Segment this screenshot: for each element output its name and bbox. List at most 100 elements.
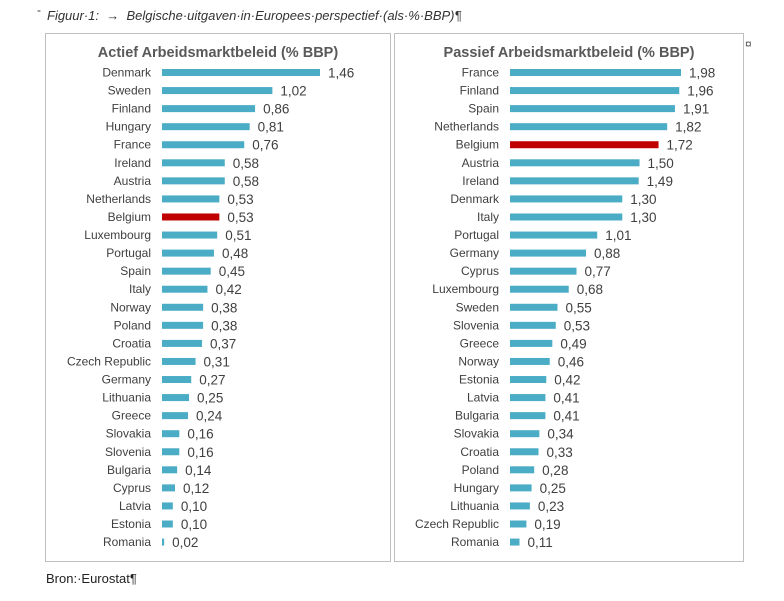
passief-bar-croatia [510, 448, 539, 456]
passief-bar-italy [510, 213, 623, 221]
passief-bar-spain [510, 105, 675, 113]
actief-category-label: Belgium [108, 210, 151, 224]
actief-bar-sweden [162, 87, 273, 95]
passief-bar-estonia [510, 376, 547, 384]
actief-category-label: Croatia [112, 336, 151, 350]
actief-bar-denmark [162, 69, 320, 76]
source-note: Bron:·Eurostat¶ [46, 571, 137, 586]
actief-bar-austria [162, 177, 225, 185]
passief-category-label: Italy [477, 210, 499, 224]
passief-bar-portugal [510, 231, 598, 239]
actief-bar-hungary [162, 123, 250, 131]
passief-value-label: 1,30 [630, 192, 656, 207]
passief-category-label: Romania [451, 535, 499, 549]
actief-value-label: 0,48 [222, 246, 248, 261]
actief-bar-france [162, 141, 245, 149]
actief-value-label: 0,31 [204, 354, 230, 369]
passief-value-label: 0,42 [554, 373, 580, 388]
passief-value-label: 0,19 [534, 517, 560, 532]
actief-value-label: 0,10 [181, 517, 207, 532]
actief-category-label: Poland [114, 318, 151, 332]
actief-category-label: Austria [114, 174, 152, 188]
passief-bar-lithuania [510, 502, 530, 510]
actief-value-label: 0,10 [181, 499, 207, 514]
actief-bar-portugal [162, 249, 214, 257]
actief-category-label: Ireland [114, 156, 151, 170]
actief-bar-greece [162, 412, 188, 420]
passief-category-label: Ireland [462, 174, 499, 188]
passief-value-label: 0,77 [585, 264, 611, 279]
actief-category-label: Estonia [111, 517, 151, 531]
actief-bar-cyprus [162, 484, 175, 492]
actief-category-label: Slovenia [105, 445, 151, 459]
actief-bar-latvia [162, 502, 173, 510]
actief-value-label: 0,76 [252, 138, 278, 153]
actief-category-label: Luxembourg [84, 228, 151, 242]
actief-bar-slovakia [162, 430, 180, 438]
actief-category-label: Netherlands [86, 192, 151, 206]
passief-category-label: Hungary [454, 481, 499, 495]
bar-chart-passief: France 1,98 Finland 1,96 Spain 1,91 Netherland… [415, 66, 715, 551]
actief-bar-finland [162, 105, 256, 113]
passief-bar-ireland [510, 177, 639, 185]
passief-value-label: 0,11 [528, 535, 553, 550]
actief-category-label: Denmark [102, 66, 152, 80]
actief-value-label: 0,58 [233, 156, 259, 171]
passief-category-label: Belgium [456, 138, 499, 152]
passief-bar-slovakia [510, 430, 540, 438]
actief-category-label: Germany [102, 373, 151, 387]
passief-category-label: Estonia [459, 373, 499, 387]
passief-value-label: 0,23 [538, 499, 564, 514]
figure-caption: Figuur·1: → Belgische·uitgaven·in·Europe… [47, 8, 462, 23]
actief-category-label: Romania [103, 535, 151, 549]
bar-chart-actief: Denmark 1,46 Sweden 1,02 Finland 0,86 Hungary 0… [67, 66, 354, 551]
actief-value-label: 0,16 [187, 445, 213, 460]
passief-category-label: Greece [460, 336, 500, 350]
passief-category-label: Austria [462, 156, 500, 170]
passief-value-label: 1,91 [683, 102, 709, 117]
passief-bar-finland [510, 87, 680, 95]
passief-bar-netherlands [510, 123, 668, 131]
actief-bar-czech-republic [162, 357, 196, 365]
passief-bar-hungary [510, 484, 532, 492]
actief-bar-netherlands [162, 195, 220, 203]
actief-value-label: 0,45 [219, 264, 245, 279]
actief-value-label: 0,86 [263, 102, 289, 117]
passief-category-label: Bulgaria [455, 409, 499, 423]
passief-category-label: Finland [460, 84, 499, 98]
passief-category-label: Slovakia [454, 427, 500, 441]
passief-value-label: 0,41 [553, 391, 579, 406]
actief-bar-lithuania [162, 394, 190, 402]
passief-value-label: 1,72 [667, 138, 693, 153]
passief-category-label: Czech Republic [415, 517, 499, 531]
passief-bar-norway [510, 357, 550, 365]
actief-bar-poland [162, 321, 204, 329]
actief-value-label: 0,02 [172, 535, 198, 550]
passief-bar-greece [510, 339, 553, 347]
actief-category-label: Sweden [108, 84, 151, 98]
passief-value-label: 1,50 [648, 156, 674, 171]
passief-category-label: Croatia [460, 445, 499, 459]
actief-value-label: 0,53 [227, 210, 253, 225]
actief-category-label: Italy [129, 282, 151, 296]
passief-bar-czech-republic [510, 520, 527, 528]
actief-value-label: 1,02 [280, 84, 306, 99]
passief-value-label: 1,98 [689, 66, 715, 81]
actief-value-label: 0,14 [185, 463, 212, 478]
passief-category-label: Spain [468, 102, 499, 116]
actief-category-label: Spain [120, 264, 151, 278]
actief-value-label: 0,38 [211, 300, 237, 315]
caption-mark: - [37, 3, 41, 17]
cell-end-mark: ¤ [745, 37, 752, 51]
passief-value-label: 0,41 [553, 409, 579, 424]
actief-bar-romania [162, 538, 165, 546]
actief-value-label: 0,27 [199, 373, 225, 388]
passief-value-label: 1,49 [647, 174, 673, 189]
actief-bar-italy [162, 285, 208, 293]
passief-bar-latvia [510, 394, 546, 402]
passief-value-label: 1,01 [605, 228, 631, 243]
actief-category-label: Slovakia [106, 427, 152, 441]
actief-value-label: 0,81 [258, 120, 284, 135]
actief-value-label: 0,51 [225, 228, 251, 243]
passief-value-label: 0,55 [566, 300, 592, 315]
